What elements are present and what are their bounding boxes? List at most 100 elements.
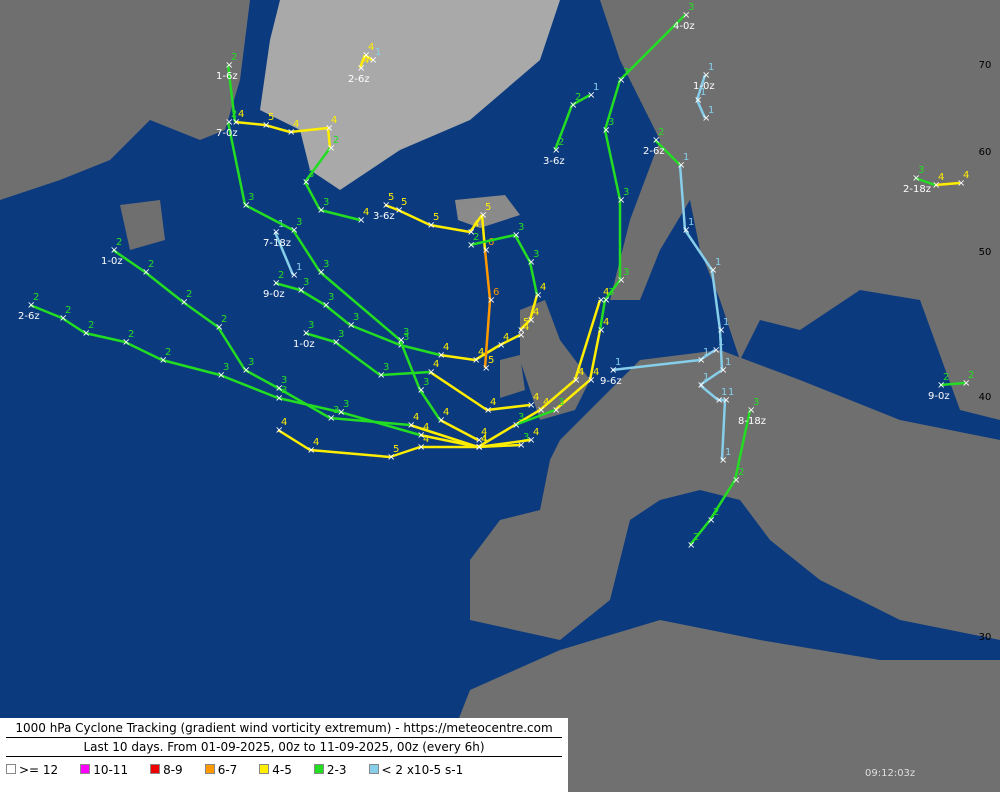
intensity-label: 3 — [353, 312, 359, 323]
intensity-label: 1 — [725, 447, 731, 458]
intensity-label: 5 — [401, 197, 407, 208]
intensity-label: 6 — [488, 237, 494, 248]
intensity-label: 3 — [623, 187, 629, 198]
track-point: × — [180, 297, 188, 308]
track-segment — [528, 294, 539, 321]
legend-label: 6-7 — [217, 763, 238, 777]
track-label: 1-6z — [216, 71, 238, 82]
track-point: × — [937, 380, 945, 391]
track-segment — [291, 229, 322, 273]
track-point: × — [82, 328, 90, 339]
track-point: × — [472, 355, 480, 366]
track-segment — [326, 127, 332, 149]
intensity-label: 1 — [721, 387, 727, 398]
track-point: × — [357, 215, 365, 226]
track-segment — [571, 93, 591, 107]
track-segment — [603, 129, 622, 201]
track-segment — [710, 269, 722, 331]
track-point: × — [652, 135, 660, 146]
intensity-label: 3 — [558, 397, 564, 408]
track-segment — [216, 326, 247, 371]
track-point: × — [382, 200, 390, 211]
track-point: × — [225, 117, 233, 128]
track-point: × — [617, 195, 625, 206]
intensity-label: 1 — [708, 105, 714, 116]
track-segment — [654, 139, 681, 166]
legend-item: 4-5 — [259, 763, 292, 777]
track-point: × — [357, 63, 365, 74]
track-segment — [528, 261, 539, 296]
track-segment — [678, 164, 687, 231]
track-label: 4-0z — [673, 21, 695, 32]
track-segment — [553, 104, 574, 151]
land-ireland — [500, 355, 525, 398]
intensity-label: 3 — [533, 249, 539, 260]
legend-swatch — [150, 764, 161, 774]
intensity-label: 5 — [488, 355, 494, 366]
track-point: × — [327, 143, 335, 154]
intensity-label: 2 — [575, 92, 581, 103]
track-point: × — [717, 325, 725, 336]
intensity-label: 4 — [490, 397, 496, 408]
track-point: × — [527, 435, 535, 446]
intensity-label: 4 — [481, 427, 487, 438]
intensity-label: 2 — [968, 370, 974, 381]
track-point: × — [337, 407, 345, 418]
track-segment — [439, 418, 479, 442]
track-segment — [429, 223, 471, 234]
intensity-label: 4 — [293, 119, 299, 130]
track-segment — [934, 181, 961, 187]
intensity-label: 3 — [518, 222, 524, 233]
track-segment — [309, 448, 391, 459]
track-point: × — [427, 367, 435, 378]
intensity-label: 1 — [683, 152, 689, 163]
intensity-label: 3 — [523, 432, 529, 443]
intensity-label: 1 — [728, 387, 734, 398]
track-point: × — [369, 55, 377, 66]
track-point: × — [387, 452, 395, 463]
legend-swatch — [80, 764, 91, 774]
intensity-label: 4 — [413, 412, 419, 423]
intensity-label: 4 — [963, 170, 969, 181]
track-segment — [219, 373, 279, 400]
track-point: × — [437, 415, 445, 426]
track-label: 2-6z — [643, 146, 665, 157]
track-segment — [144, 271, 184, 303]
intensity-label: 3 — [623, 267, 629, 278]
intensity-label: 4 — [478, 347, 484, 358]
track-point: × — [602, 295, 610, 306]
track-segment — [244, 368, 279, 390]
intensity-label: 2 — [186, 289, 192, 300]
track-point: × — [697, 355, 705, 366]
track-point: × — [534, 290, 542, 301]
track-point: × — [484, 405, 492, 416]
intensity-label: 4 — [603, 287, 609, 298]
land-europe — [470, 350, 1000, 640]
track-point: × — [719, 365, 727, 376]
track-segment — [384, 203, 399, 212]
intensity-label: 5 — [388, 192, 394, 203]
intensity-label: 3 — [248, 357, 254, 368]
track-segment — [324, 304, 351, 326]
timestamp: 09:12:03z — [865, 768, 915, 779]
track-segment — [733, 409, 752, 481]
map-title: 1000 hPa Cyclone Tracking (gradient wind… — [15, 721, 553, 735]
track-segment — [274, 281, 301, 292]
track-point: × — [467, 240, 475, 251]
track-point: × — [467, 227, 475, 238]
legend-swatch — [6, 764, 16, 774]
intensity-label: 4 — [281, 417, 287, 428]
legend-swatch — [313, 764, 324, 774]
track-segment — [604, 279, 621, 301]
legend: >= 12 10-11 8-9 6-7 4-5 2-3 < 2 x10-5 s-1 — [0, 759, 568, 781]
intensity-label: 2 — [473, 232, 479, 243]
land-africa — [430, 620, 1000, 792]
intensity-label: 2 — [333, 135, 339, 146]
track-point: × — [962, 378, 970, 389]
track-segment — [513, 234, 532, 263]
track-segment — [303, 181, 322, 211]
land-britain — [520, 300, 590, 420]
track-point: × — [527, 315, 535, 326]
intensity-label: 3 — [281, 375, 287, 386]
track-segment — [483, 299, 492, 369]
